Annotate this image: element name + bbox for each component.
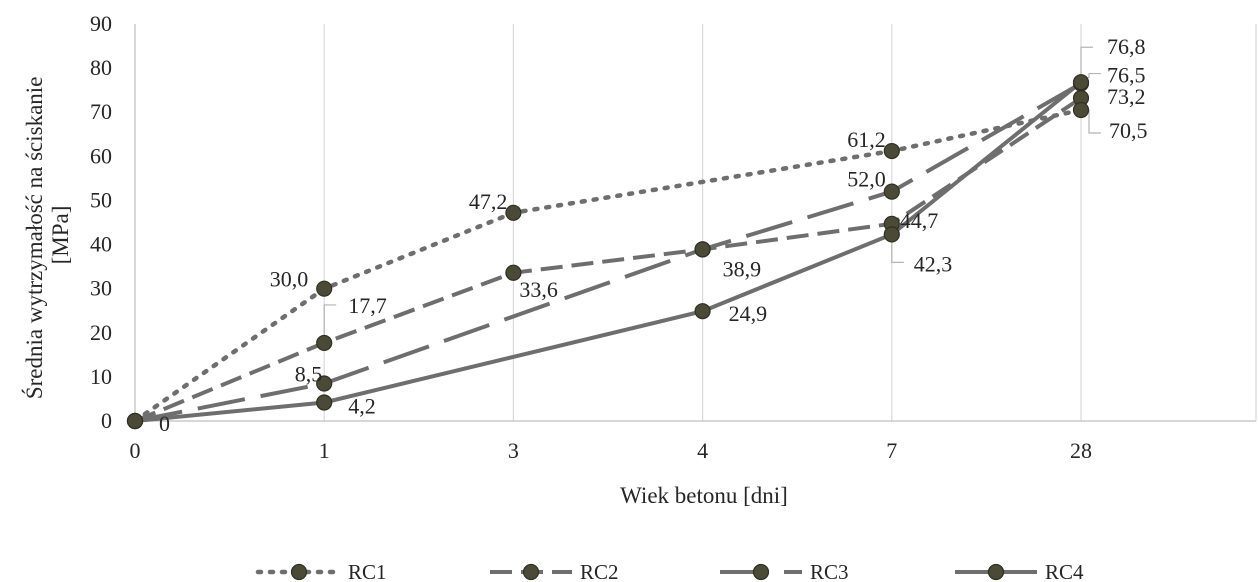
leader-RC2-1 xyxy=(324,305,336,337)
x-tick-label-0: 0 xyxy=(130,438,141,463)
data-label-RC2-4: 38,9 xyxy=(723,256,762,281)
data-label-RC2-3: 33,6 xyxy=(519,277,558,302)
y-axis-title: Średnia wytrzymałość na ściskanie [MPa] xyxy=(21,71,73,399)
data-label-RC4-0: 0 xyxy=(159,411,170,436)
legend-marker-RC1 xyxy=(292,565,307,580)
marker-RC3-7 xyxy=(884,184,899,199)
x-tick-label-7: 7 xyxy=(886,438,897,463)
x-axis-title: Wiek betonu [dni] xyxy=(620,483,788,508)
legend-marker-RC2 xyxy=(524,565,539,580)
legend-item-RC3: RC3 xyxy=(720,560,849,582)
legend-label-RC1: RC1 xyxy=(348,560,387,582)
label-leader-lines xyxy=(324,47,1101,337)
data-label-RC1-28: 70,5 xyxy=(1109,118,1148,143)
data-label-RC2-7: 44,7 xyxy=(900,208,939,233)
y-tick-label-0: 0 xyxy=(101,408,112,433)
x-tick-label-3: 3 xyxy=(508,438,519,463)
leader-RC4-7 xyxy=(892,242,904,262)
y-tick-label-90: 90 xyxy=(90,11,112,36)
y-tick-label-30: 30 xyxy=(90,276,112,301)
legend-marker-RC3 xyxy=(754,565,769,580)
marker-RC2-1 xyxy=(317,335,332,350)
y-axis-title-line-1: Średnia wytrzymałość na ściskanie xyxy=(21,77,47,400)
y-tick-label-60: 60 xyxy=(90,143,112,168)
marker-RC1-7 xyxy=(884,144,899,159)
data-label-RC1-1: 30,0 xyxy=(270,267,309,292)
legend-item-RC2: RC2 xyxy=(490,560,619,582)
data-label-RC4-28: 76,8 xyxy=(1107,34,1146,59)
marker-RC4-1 xyxy=(317,395,332,410)
legend-item-RC4: RC4 xyxy=(955,560,1084,582)
x-tick-label-4: 4 xyxy=(697,438,708,463)
x-tick-label-1: 1 xyxy=(319,438,330,463)
marker-RC1-3 xyxy=(506,205,521,220)
legend-item-RC1: RC1 xyxy=(258,560,387,582)
y-tick-label-80: 80 xyxy=(90,55,112,80)
legend-marker-RC4 xyxy=(989,565,1004,580)
data-label-RC1-7: 61,2 xyxy=(847,127,886,152)
data-label-RC4-7: 42,3 xyxy=(914,251,953,276)
legend: RC1 RC2 RC3 RC4 xyxy=(258,560,1084,582)
data-label-RC4-4: 24,9 xyxy=(729,301,768,326)
data-label-RC2-1: 17,7 xyxy=(348,293,387,318)
marker-RC4-7 xyxy=(884,227,899,242)
y-axis-title-line-2: [MPa] xyxy=(48,206,73,265)
y-tick-label-50: 50 xyxy=(90,187,112,212)
marker-RC4-28 xyxy=(1074,75,1089,90)
y-tick-label-40: 40 xyxy=(90,232,112,257)
y-tick-label-10: 10 xyxy=(90,364,112,389)
data-label-RC1-3: 47,2 xyxy=(469,189,508,214)
marker-RC4-0 xyxy=(128,414,143,429)
marker-RC2-4 xyxy=(695,242,710,257)
marker-RC1-1 xyxy=(317,281,332,296)
y-tick-label-70: 70 xyxy=(90,99,112,124)
marker-RC1-28 xyxy=(1074,103,1089,118)
x-tick-label-28: 28 xyxy=(1070,438,1092,463)
leader-RC4-28 xyxy=(1081,47,1093,74)
marker-RC4-4 xyxy=(695,304,710,319)
legend-label-RC3: RC3 xyxy=(810,560,849,582)
data-label-RC3-1: 8,5 xyxy=(295,362,323,387)
legend-label-RC4: RC4 xyxy=(1045,560,1084,582)
y-tick-label-20: 20 xyxy=(90,320,112,345)
data-label-RC3-28: 76,5 xyxy=(1107,63,1146,88)
data-labels: 30,0 47,2 61,2 70,5 17,7 33,6 38,9 44,7 73,2 8,5 5… xyxy=(159,34,1148,436)
data-label-RC4-1: 4,2 xyxy=(348,393,376,418)
legend-label-RC2: RC2 xyxy=(580,560,619,582)
data-label-RC3-7: 52,0 xyxy=(847,167,886,192)
data-label-RC2-28: 73,2 xyxy=(1107,84,1146,109)
